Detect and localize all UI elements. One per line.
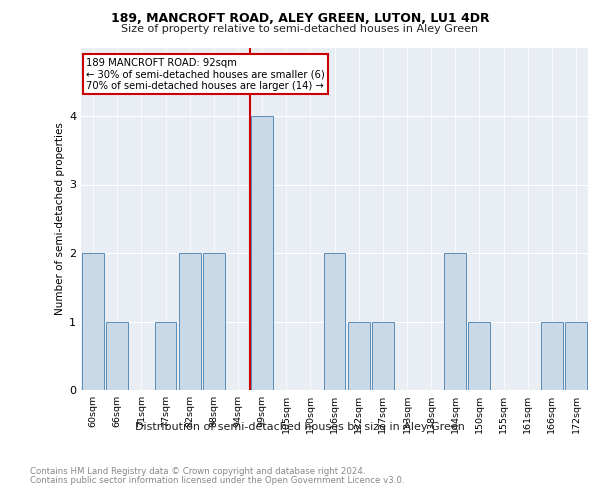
Bar — [251, 116, 273, 390]
Y-axis label: Number of semi-detached properties: Number of semi-detached properties — [55, 122, 65, 315]
Text: Contains public sector information licensed under the Open Government Licence v3: Contains public sector information licen… — [30, 476, 404, 485]
Bar — [203, 253, 224, 390]
Text: Size of property relative to semi-detached houses in Aley Green: Size of property relative to semi-detach… — [121, 24, 479, 34]
Bar — [348, 322, 370, 390]
Text: Contains HM Land Registry data © Crown copyright and database right 2024.: Contains HM Land Registry data © Crown c… — [30, 468, 365, 476]
Bar — [155, 322, 176, 390]
Bar — [106, 322, 128, 390]
Bar — [445, 253, 466, 390]
Text: 189, MANCROFT ROAD, ALEY GREEN, LUTON, LU1 4DR: 189, MANCROFT ROAD, ALEY GREEN, LUTON, L… — [110, 12, 490, 26]
Bar — [82, 253, 104, 390]
Bar — [179, 253, 200, 390]
Bar — [541, 322, 563, 390]
Bar — [372, 322, 394, 390]
Text: 189 MANCROFT ROAD: 92sqm
← 30% of semi-detached houses are smaller (6)
70% of se: 189 MANCROFT ROAD: 92sqm ← 30% of semi-d… — [86, 58, 325, 91]
Bar — [469, 322, 490, 390]
Bar — [323, 253, 346, 390]
Bar — [565, 322, 587, 390]
Text: Distribution of semi-detached houses by size in Aley Green: Distribution of semi-detached houses by … — [135, 422, 465, 432]
